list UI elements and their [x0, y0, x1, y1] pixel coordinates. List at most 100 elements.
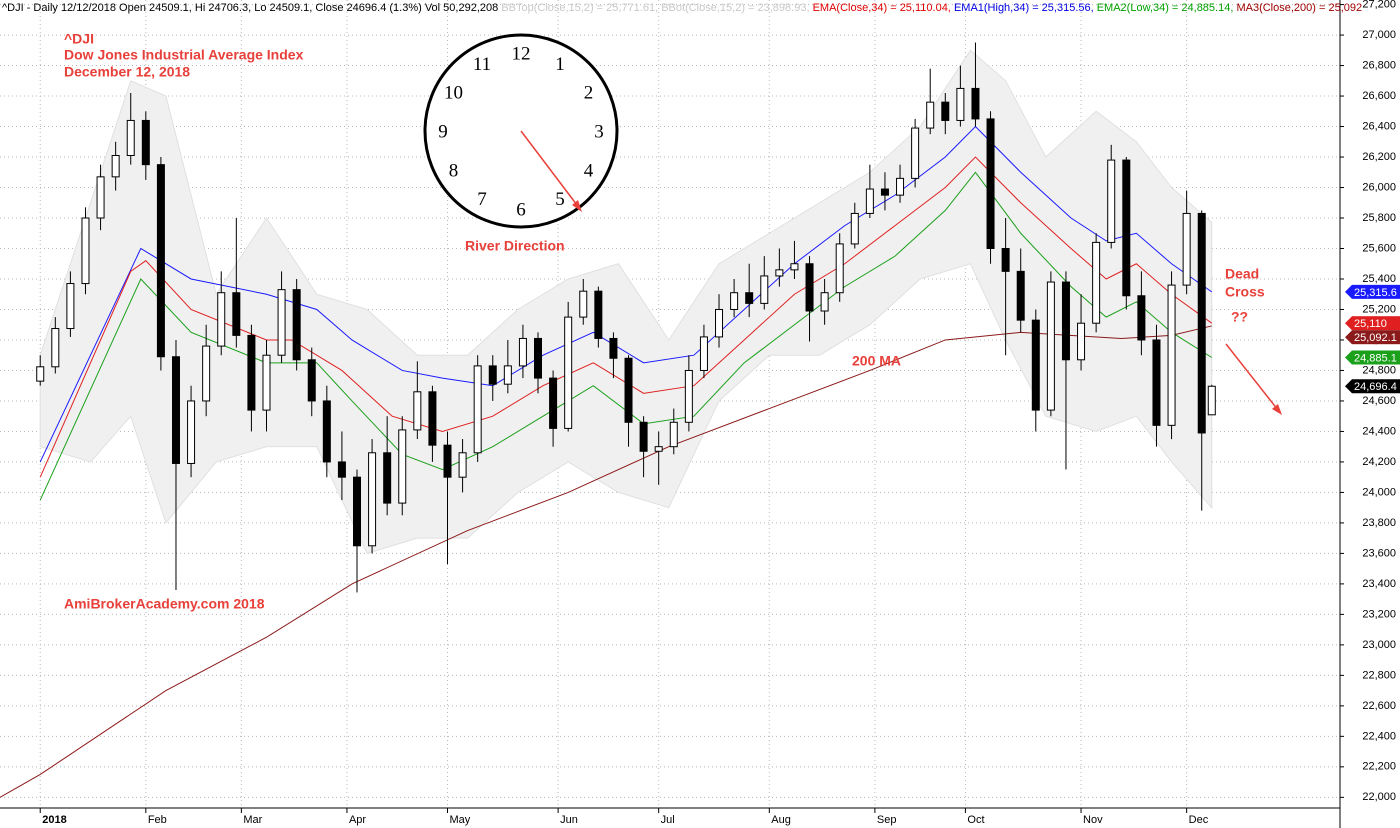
x-tick-label: Nov — [1083, 814, 1103, 826]
clock-number: 8 — [449, 160, 459, 181]
candle-body — [1092, 241, 1101, 324]
candle-body — [654, 446, 663, 452]
candle-body — [594, 290, 603, 339]
value-tag — [1352, 284, 1400, 299]
candle-body — [1152, 339, 1161, 426]
y-tick-label: 22,800 — [1362, 669, 1396, 681]
candle-body — [51, 328, 60, 368]
candle-body — [217, 292, 226, 347]
candle-body — [1061, 281, 1070, 361]
y-tick-label: 22,200 — [1362, 761, 1396, 773]
y-tick-label: 24,200 — [1362, 456, 1396, 468]
y-tick-label: 23,000 — [1362, 639, 1396, 651]
candle-body — [322, 400, 331, 463]
candle-body — [156, 164, 165, 358]
candle-body — [503, 365, 512, 385]
y-tick-label: 23,400 — [1362, 578, 1396, 590]
y-tick-label: 23,200 — [1362, 608, 1396, 620]
clock-number: 11 — [473, 54, 491, 75]
x-tick-label: 2018 — [42, 814, 66, 826]
header-part: BBot(Close,15,2) = 23,898.93, — [661, 2, 812, 14]
value-tag — [1352, 330, 1400, 345]
value-tag-pointer — [1345, 350, 1352, 365]
clock-number: 6 — [516, 199, 526, 220]
candle-body — [639, 421, 648, 452]
dead-label: Dead — [1225, 266, 1259, 282]
direction-arrow-tip — [1272, 404, 1282, 415]
candle-body — [865, 188, 874, 214]
candle-body — [956, 87, 965, 121]
value-tag-label: 25,110 — [1354, 318, 1387, 330]
x-tick-label: Dec — [1189, 814, 1209, 826]
candle-body — [81, 217, 90, 285]
x-tick-label: Aug — [771, 814, 791, 826]
candle-body — [443, 444, 452, 478]
candle-body — [880, 188, 889, 196]
clock-number: 12 — [512, 43, 531, 64]
candle-body — [730, 292, 739, 310]
candle-body — [745, 292, 754, 304]
ma-label: 200 MA — [852, 353, 901, 369]
candle-body — [141, 119, 150, 166]
y-tick-label: 25,800 — [1362, 212, 1396, 224]
index-name: Dow Jones Industrial Average Index — [64, 47, 304, 63]
site-label: AmiBrokerAcademy.com 2018 — [64, 596, 265, 612]
candle-body — [307, 359, 316, 402]
x-tick-label: Jun — [560, 814, 578, 826]
y-tick-label: 24,800 — [1362, 364, 1396, 376]
candle-body — [518, 337, 527, 367]
y-tick-label: 23,800 — [1362, 517, 1396, 529]
clock-number: 1 — [555, 54, 565, 75]
candle-body — [805, 263, 814, 312]
candle-body — [247, 334, 256, 411]
value-tag-pointer — [1345, 284, 1352, 299]
candle-body — [473, 365, 482, 454]
direction-arrow — [1225, 343, 1279, 411]
candle-body — [790, 263, 799, 271]
candle-body — [1077, 322, 1086, 361]
y-tick-label: 23,600 — [1362, 547, 1396, 559]
candle-body — [1197, 212, 1206, 434]
candle-body — [187, 400, 196, 464]
y-tick-label: 22,000 — [1362, 791, 1396, 803]
y-tick-label: 24,600 — [1362, 395, 1396, 407]
value-tag — [1352, 316, 1400, 331]
header-part: EMA1(High,34) = 25,315.56, — [954, 2, 1097, 14]
candle-body — [428, 391, 437, 446]
indicator-line — [39, 171, 1213, 501]
clock-number: 2 — [584, 82, 594, 103]
candle-body — [1182, 212, 1191, 286]
candle-body — [760, 275, 769, 304]
candle-body — [66, 283, 75, 330]
candle-body — [986, 118, 995, 249]
candle-body — [488, 365, 497, 385]
candle-body — [202, 345, 211, 402]
candle-body — [926, 101, 935, 129]
cross-label: Cross — [1225, 284, 1265, 300]
clock-hand — [520, 130, 581, 210]
header-part: MA3(Close,200) = 25,092 — [1236, 2, 1362, 14]
y-tick-label: 26,800 — [1362, 59, 1396, 71]
candle-body — [1001, 247, 1010, 272]
river-label: River Direction — [465, 238, 565, 254]
candle-body — [171, 356, 180, 464]
candle-body — [911, 127, 920, 179]
y-tick-label: 24,000 — [1362, 486, 1396, 498]
y-tick-label: 25,600 — [1362, 242, 1396, 254]
question-label: ?? — [1231, 309, 1248, 325]
value-tag-label: 24,696.4 — [1354, 381, 1397, 393]
candle-body — [1167, 284, 1176, 426]
header-part: EMA2(Low,34) = 24,885.14, — [1097, 2, 1237, 14]
candle-body — [36, 366, 45, 382]
y-tick-label: 26,600 — [1362, 90, 1396, 102]
candle-body — [715, 308, 724, 338]
candle-body — [624, 357, 633, 423]
candle-body — [534, 337, 543, 379]
y-tick-label: 24,400 — [1362, 425, 1396, 437]
candle-body — [684, 369, 693, 423]
candle-body — [609, 337, 618, 359]
candle-body — [971, 87, 980, 120]
candle-body — [564, 316, 573, 429]
